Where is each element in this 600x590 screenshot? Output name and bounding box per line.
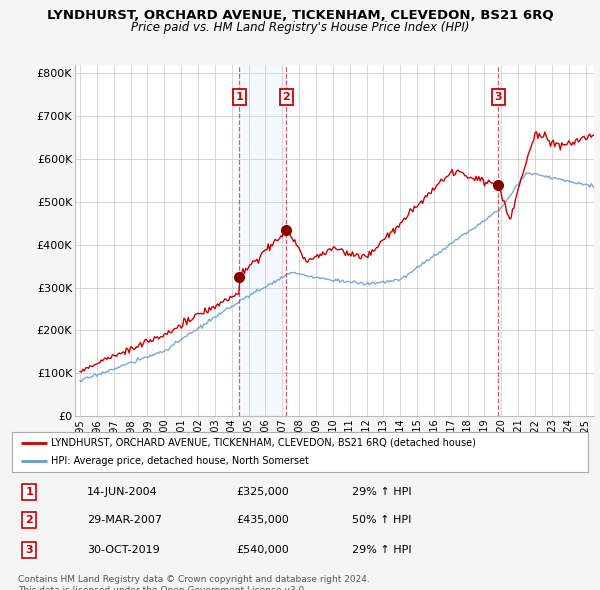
Text: 1: 1 (25, 487, 33, 497)
Text: 30-OCT-2019: 30-OCT-2019 (87, 545, 160, 555)
Text: 50% ↑ HPI: 50% ↑ HPI (352, 515, 411, 525)
Text: 2: 2 (25, 515, 33, 525)
Text: 2: 2 (283, 92, 290, 102)
Text: LYNDHURST, ORCHARD AVENUE, TICKENHAM, CLEVEDON, BS21 6RQ (detached house): LYNDHURST, ORCHARD AVENUE, TICKENHAM, CL… (51, 438, 476, 448)
Text: 29% ↑ HPI: 29% ↑ HPI (352, 545, 412, 555)
Text: £540,000: £540,000 (236, 545, 289, 555)
Text: HPI: Average price, detached house, North Somerset: HPI: Average price, detached house, Nort… (51, 456, 309, 466)
Text: £325,000: £325,000 (236, 487, 289, 497)
Text: Contains HM Land Registry data © Crown copyright and database right 2024.
This d: Contains HM Land Registry data © Crown c… (18, 575, 370, 590)
Text: 1: 1 (235, 92, 243, 102)
Text: 3: 3 (25, 545, 33, 555)
Text: LYNDHURST, ORCHARD AVENUE, TICKENHAM, CLEVEDON, BS21 6RQ: LYNDHURST, ORCHARD AVENUE, TICKENHAM, CL… (47, 9, 553, 22)
Text: £435,000: £435,000 (236, 515, 289, 525)
Text: 14-JUN-2004: 14-JUN-2004 (87, 487, 158, 497)
Text: 29% ↑ HPI: 29% ↑ HPI (352, 487, 412, 497)
Text: Price paid vs. HM Land Registry's House Price Index (HPI): Price paid vs. HM Land Registry's House … (131, 21, 469, 34)
Text: 3: 3 (494, 92, 502, 102)
Bar (239, 65, 286, 416)
Text: 29-MAR-2007: 29-MAR-2007 (87, 515, 162, 525)
